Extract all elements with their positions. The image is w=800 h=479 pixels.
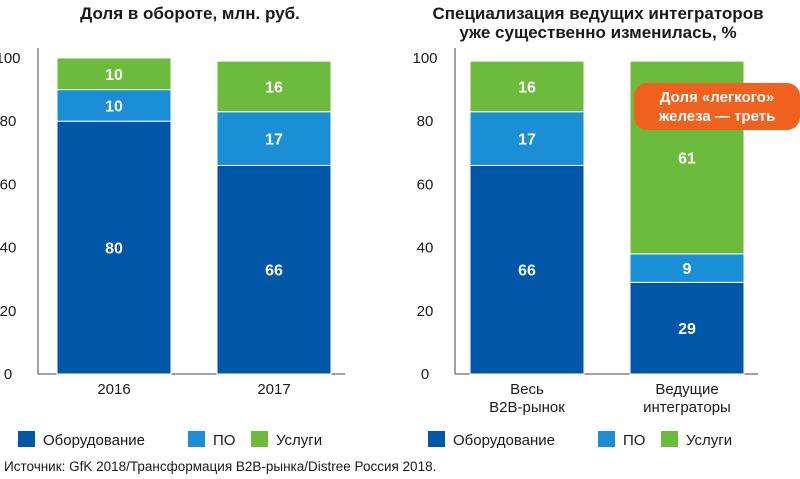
bar-value-label: 16 — [265, 79, 283, 96]
y-tick-label: 40 — [417, 240, 434, 257]
bar-value-label: 10 — [105, 98, 123, 115]
legend-label: Услуги — [686, 432, 732, 449]
chart-title: Доля в обороте, млн. руб. — [80, 4, 300, 23]
bar-value-label: 10 — [105, 67, 123, 84]
chart-title-line: Специализация ведущих интеграторов — [432, 4, 763, 23]
callout-text-line: железа — треть — [658, 108, 776, 125]
bar-value-label: 61 — [678, 151, 696, 168]
y-tick-label: 100 — [412, 50, 437, 67]
legend-swatch — [428, 431, 445, 447]
callout-badge: Доля «легкого» железа — треть — [634, 83, 800, 130]
x-tick-label: 2017 — [257, 381, 290, 398]
x-tick-label: Ведущие — [655, 381, 718, 398]
y-tick-label: 80 — [0, 113, 16, 130]
bar-value-label: 66 — [518, 263, 536, 280]
bar-value-label: 17 — [265, 132, 283, 149]
legend-label: ПО — [623, 432, 645, 449]
y-tick-label: 20 — [417, 303, 434, 320]
legend-swatch — [18, 431, 35, 447]
chart-1: Доля в обороте, млн. руб. 0 20 40 60 80 100 80 1… — [0, 4, 345, 449]
source-note: Источник: GfK 2018/Трансформация B2B-рын… — [4, 459, 437, 474]
legend-swatch — [188, 431, 205, 447]
legend-label: ПО — [213, 432, 235, 449]
x-tick-label: B2B-рынок — [489, 399, 565, 416]
legend-label: Оборудование — [453, 432, 555, 449]
y-tick-label: 80 — [417, 113, 434, 130]
bar-segment — [469, 60, 585, 113]
x-tick-label: Весь — [510, 381, 544, 398]
bar-value-label: 29 — [678, 321, 696, 338]
bar-segment — [629, 253, 745, 283]
legend-swatch — [251, 431, 268, 447]
y-tick-label: 60 — [417, 176, 434, 193]
callout-background — [634, 83, 800, 130]
bar-value-label: 16 — [518, 79, 536, 96]
legend-label: Услуги — [276, 432, 322, 449]
y-tick-label: 0 — [421, 366, 429, 383]
bar-value-label: 9 — [683, 261, 692, 278]
bar-value-label: 17 — [518, 132, 536, 149]
bar-segment — [216, 60, 332, 113]
y-tick-label: 100 — [0, 50, 21, 67]
y-tick-label: 20 — [0, 303, 16, 320]
x-tick-label: 2016 — [97, 381, 130, 398]
bar-segment — [56, 120, 172, 375]
y-tick-label: 0 — [4, 366, 12, 383]
bar-value-label: 66 — [265, 263, 283, 280]
bar-segment — [56, 57, 172, 91]
x-tick-label: интеграторы — [643, 399, 731, 416]
legend-label: Оборудование — [43, 432, 145, 449]
callout-text-line: Доля «легкого» — [660, 89, 774, 106]
bar-segment — [469, 164, 585, 375]
legend-swatch — [598, 431, 615, 447]
bar-segment — [216, 111, 332, 166]
legend-swatch — [661, 431, 678, 447]
bar-segment — [216, 164, 332, 375]
y-tick-label: 40 — [0, 240, 16, 257]
bar-value-label: 80 — [105, 241, 123, 258]
bar-segment — [469, 111, 585, 166]
y-tick-label: 60 — [0, 176, 16, 193]
chart-title-line: уже существенно изменилась, % — [459, 23, 736, 42]
